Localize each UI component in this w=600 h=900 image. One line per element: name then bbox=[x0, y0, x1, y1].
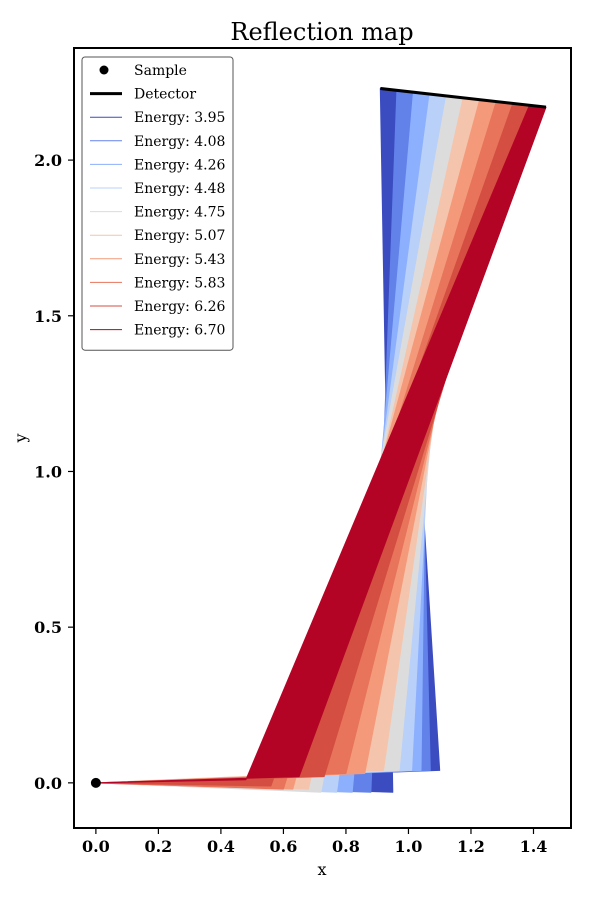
x-tick-label: 0.6 bbox=[270, 837, 298, 856]
legend-energy-label: Energy: 5.43 bbox=[134, 252, 225, 268]
legend-energy-label: Energy: 6.70 bbox=[134, 323, 225, 339]
plot-area bbox=[90, 86, 547, 793]
y-tick-label: 0.5 bbox=[34, 618, 62, 637]
legend-box bbox=[81, 56, 234, 351]
x-tick-label: 0.4 bbox=[207, 837, 235, 856]
y-axis-label: y bbox=[11, 433, 30, 443]
legend-energy-label: Energy: 3.95 bbox=[134, 110, 225, 126]
x-tick-label: 1.0 bbox=[395, 837, 423, 856]
y-tick-label: 2.0 bbox=[34, 151, 62, 170]
y-tick-label: 0.0 bbox=[34, 774, 62, 793]
legend-sample-marker bbox=[99, 65, 109, 75]
legend-energy-label: Energy: 5.83 bbox=[134, 275, 225, 291]
legend-energy-label: Energy: 4.75 bbox=[134, 205, 225, 221]
legend-energy-label: Energy: 4.48 bbox=[134, 181, 225, 197]
detector-line bbox=[380, 86, 547, 109]
x-tick-label: 1.2 bbox=[457, 837, 485, 856]
legend-energy-label: Energy: 5.07 bbox=[134, 228, 225, 244]
legend-energy-label: Energy: 6.26 bbox=[134, 299, 226, 315]
y-axis: 0.0 0.5 1.0 1.5 2.0 bbox=[34, 151, 74, 793]
legend-sample-label: Sample bbox=[134, 63, 187, 79]
chart-title: Reflection map bbox=[230, 18, 413, 46]
legend-energy-label: Energy: 4.08 bbox=[134, 134, 225, 150]
x-axis-label: x bbox=[317, 860, 326, 879]
x-tick-label: 1.4 bbox=[520, 837, 548, 856]
sample-point bbox=[90, 777, 101, 788]
x-tick-label: 0.8 bbox=[332, 837, 360, 856]
x-tick-label: 0.0 bbox=[82, 837, 110, 856]
legend: Sample Detector Energy: 3.95 Energy: 4.08 En… bbox=[81, 56, 234, 351]
x-axis: 0.0 0.2 0.4 0.6 0.8 1.0 1.2 1.4 bbox=[82, 828, 547, 856]
x-tick-label: 0.2 bbox=[144, 837, 172, 856]
legend-detector-label: Detector bbox=[134, 87, 196, 103]
plot-frame bbox=[73, 47, 572, 829]
legend-energy-label: Energy: 4.26 bbox=[134, 157, 226, 173]
y-tick-label: 1.5 bbox=[34, 307, 62, 326]
y-tick-label: 1.0 bbox=[34, 462, 62, 481]
